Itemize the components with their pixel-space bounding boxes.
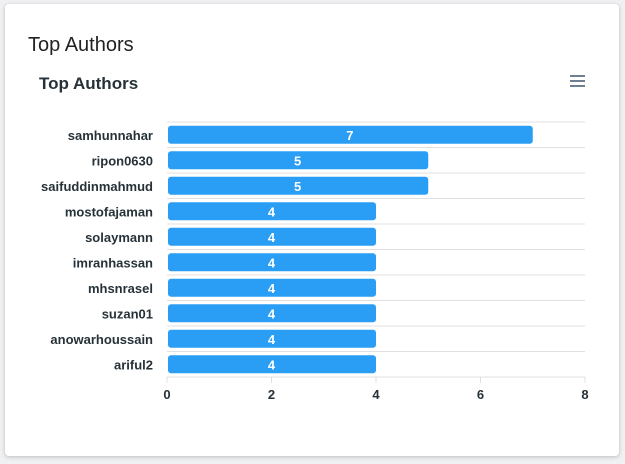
category-label: imranhassan <box>73 255 153 270</box>
category-label: ripon0630 <box>92 153 153 168</box>
x-tick-label: 4 <box>372 387 380 402</box>
x-tick-label: 6 <box>477 387 484 402</box>
data-label: 4 <box>268 281 276 296</box>
chart-title: Top Authors <box>39 74 139 93</box>
x-tick-label: 0 <box>163 387 170 402</box>
x-tick-label: 2 <box>268 387 275 402</box>
category-label: saifuddinmahmud <box>41 179 153 194</box>
card-title: Top Authors <box>28 34 134 56</box>
category-label: suzan01 <box>102 306 153 321</box>
chart-card: Top Authors Top Authors samhunnahar 7 ripo… <box>5 4 619 456</box>
bar <box>168 355 376 374</box>
data-label: 4 <box>268 230 276 245</box>
bar <box>168 227 376 246</box>
category-label: anowarhoussain <box>50 332 153 347</box>
bar <box>168 278 376 297</box>
bar <box>168 253 376 272</box>
category-label: ariful2 <box>114 357 153 372</box>
bar <box>168 176 429 195</box>
bar <box>168 125 533 144</box>
data-label: 4 <box>268 332 276 347</box>
data-label: 5 <box>294 179 301 194</box>
data-label: 4 <box>268 204 276 219</box>
bar <box>168 202 376 221</box>
data-label: 4 <box>268 255 276 270</box>
data-label: 4 <box>268 306 276 321</box>
category-label: mostofajaman <box>65 204 153 219</box>
x-tick-label: 8 <box>581 387 588 402</box>
bar <box>168 304 376 323</box>
bar <box>168 329 376 348</box>
category-label: mhsnrasel <box>88 281 153 296</box>
data-label: 4 <box>268 357 276 372</box>
category-label: solaymann <box>85 230 153 245</box>
bar-chart: samhunnahar 7 ripon0630 5 saifuddinmahmud 5 mo… <box>41 121 589 402</box>
hamburger-menu-icon[interactable] <box>568 72 588 92</box>
category-label: samhunnahar <box>68 128 153 143</box>
bar <box>168 151 429 170</box>
data-label: 5 <box>294 153 301 168</box>
data-label: 7 <box>346 128 353 143</box>
